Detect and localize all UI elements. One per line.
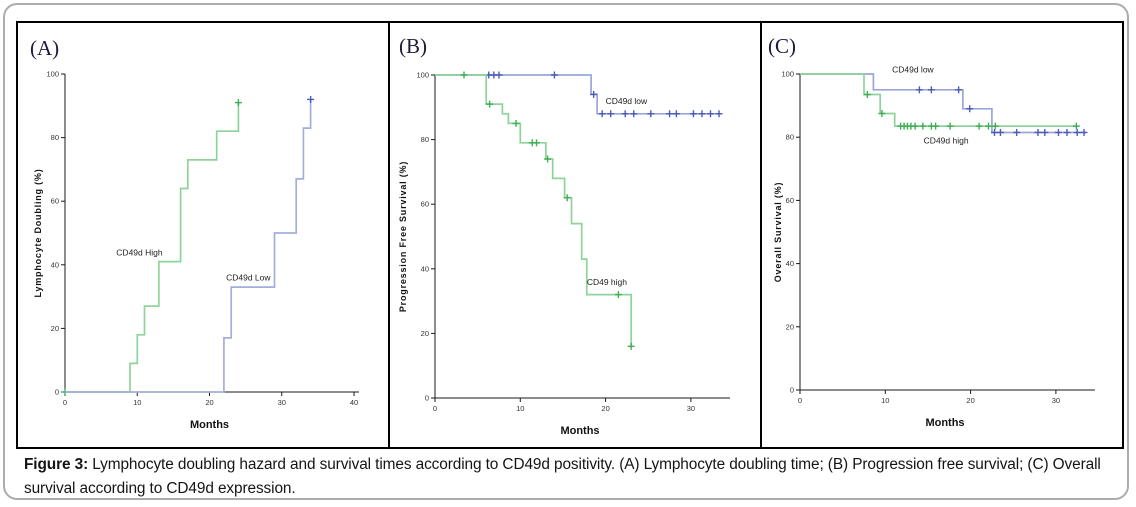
series-cd49d-low: CD49d Low	[65, 95, 315, 393]
panel-a-label: (A)	[30, 36, 60, 60]
series-cd49d-high: CD49d High	[61, 99, 242, 396]
series-cd49d-high: CD49d high	[800, 73, 1080, 146]
x-tick-label: 20	[601, 404, 609, 413]
series-line-cd49d-low	[435, 74, 721, 115]
panel-b-chart: 0 10 20 30 0 20 40 60 80 100 Months Progression Fre…	[390, 23, 760, 447]
series-label-cd49d-high: CD49d high	[924, 136, 969, 146]
censor-marks-cd49d-low	[307, 95, 315, 103]
series-label-cd49d-low: CD49d low	[892, 64, 934, 74]
series-cd49-high: CD49 high	[435, 71, 635, 350]
series-line-cd49d-low	[800, 73, 1086, 134]
censor-marks-cd49d-low	[485, 71, 723, 118]
x-tick-label: 20	[205, 398, 213, 407]
y-tick-label: 0	[55, 388, 59, 397]
y-tick-label: 0	[425, 394, 429, 403]
censor-marks-cd49-high	[460, 71, 635, 350]
series-label-cd49d-low: CD49d Low	[226, 273, 271, 283]
x-tick-label: 30	[278, 398, 286, 407]
figure-caption: Figure 3: Lymphocyte doubling hazard and…	[24, 453, 1118, 501]
x-axis-title: Months	[190, 419, 229, 431]
y-tick-label: 100	[781, 70, 794, 79]
x-tick-label: 40	[350, 398, 358, 407]
tick-labels: 0 10 20 30 0 20 40 60 80 100	[416, 71, 695, 414]
panel-b-label: (B)	[399, 34, 427, 58]
series-cd49d-low: CD49d low	[800, 64, 1088, 136]
y-axis-title: Progression Free Survival (%)	[398, 161, 408, 312]
y-tick-label: 60	[421, 200, 429, 209]
x-tick-label: 30	[1052, 396, 1060, 405]
y-tick-label: 100	[46, 70, 59, 79]
y-tick-label: 80	[51, 133, 59, 142]
series-line-cd49-high	[435, 74, 633, 347]
x-axis-title: Months	[560, 425, 599, 437]
panel-b: (B) 0 10 20 30 0 20 40 60 80 100 Months Progression…	[388, 23, 762, 447]
tick-labels: 0 10 20 30 40 0 20 40 60 80 100	[46, 70, 358, 408]
x-tick-label: 10	[881, 396, 889, 405]
y-tick-label: 40	[786, 259, 794, 268]
series-line-cd49d-high	[800, 73, 1078, 127]
tick-labels: 0 10 20 30 0 20 40 60 80 100	[781, 70, 1060, 406]
figure-caption-label: Figure 3:	[24, 456, 89, 473]
y-tick-label: 40	[51, 260, 59, 269]
y-tick-label: 60	[51, 197, 59, 206]
y-tick-label: 20	[786, 322, 794, 331]
y-tick-label: 40	[421, 264, 429, 273]
y-tick-label: 60	[786, 196, 794, 205]
panel-c-label: (C)	[768, 34, 796, 58]
panel-c: (C) 0 10 20 30 0 20 40 60 80 100 Months Overall Sur…	[762, 23, 1122, 447]
panel-c-plot: 0 10 20 30 0 20 40 60 80 100 Months Overall Surviva…	[773, 64, 1095, 429]
series-label-cd49d-high: CD49d High	[116, 247, 163, 257]
y-tick-label: 80	[786, 133, 794, 142]
y-axis-title: Lymphocyte Doubling (%)	[33, 168, 43, 297]
x-tick-label: 0	[63, 398, 67, 407]
censor-marks-cd49d-high	[863, 91, 1080, 130]
panel-a-plot: 0 10 20 30 40 0 20 40 60 80 100 Months Lymphocyte Do…	[33, 70, 359, 431]
y-tick-label: 20	[51, 324, 59, 333]
x-tick-label: 10	[133, 398, 141, 407]
axes	[431, 74, 730, 402]
panel-c-chart: 0 10 20 30 0 20 40 60 80 100 Months Overall Surviva…	[762, 23, 1122, 447]
figure-outer-frame: (A) 0 10 20 30 40 0 20 40 60 80 100 Months Lymphocyt…	[3, 3, 1129, 500]
x-tick-label: 0	[433, 404, 437, 413]
axes	[796, 73, 1095, 394]
panel-a-chart: 0 10 20 30 40 0 20 40 60 80 100 Months Lymphocyte Do…	[18, 23, 388, 447]
figure-panels-box: (A) 0 10 20 30 40 0 20 40 60 80 100 Months Lymphocyt…	[16, 21, 1124, 449]
series-line-cd49d-low	[65, 99, 312, 393]
x-tick-label: 30	[687, 404, 695, 413]
x-tick-label: 10	[516, 404, 524, 413]
y-tick-label: 100	[416, 71, 429, 80]
series-cd49d-low: CD49d low	[435, 71, 723, 118]
panel-a: (A) 0 10 20 30 40 0 20 40 60 80 100 Months Lymphocyt…	[18, 23, 388, 447]
figure-caption-text: Lymphocyte doubling hazard and survival …	[24, 456, 1101, 497]
x-axis-title: Months	[925, 417, 964, 429]
censor-marks-cd49d-low	[915, 86, 1088, 136]
y-tick-label: 20	[421, 329, 429, 338]
series-line-cd49d-high	[65, 102, 240, 393]
x-tick-label: 0	[798, 396, 802, 405]
y-tick-label: 0	[790, 386, 794, 395]
axes	[61, 73, 359, 396]
y-axis-title: Overall Survival (%)	[773, 182, 783, 283]
panel-b-plot: 0 10 20 30 0 20 40 60 80 100 Months Progression Fre…	[398, 71, 730, 437]
series-label-cd49-high: CD49 high	[587, 277, 627, 287]
y-tick-label: 80	[421, 135, 429, 144]
x-tick-label: 20	[966, 396, 974, 405]
series-label-cd49d-low: CD49d low	[606, 96, 648, 106]
